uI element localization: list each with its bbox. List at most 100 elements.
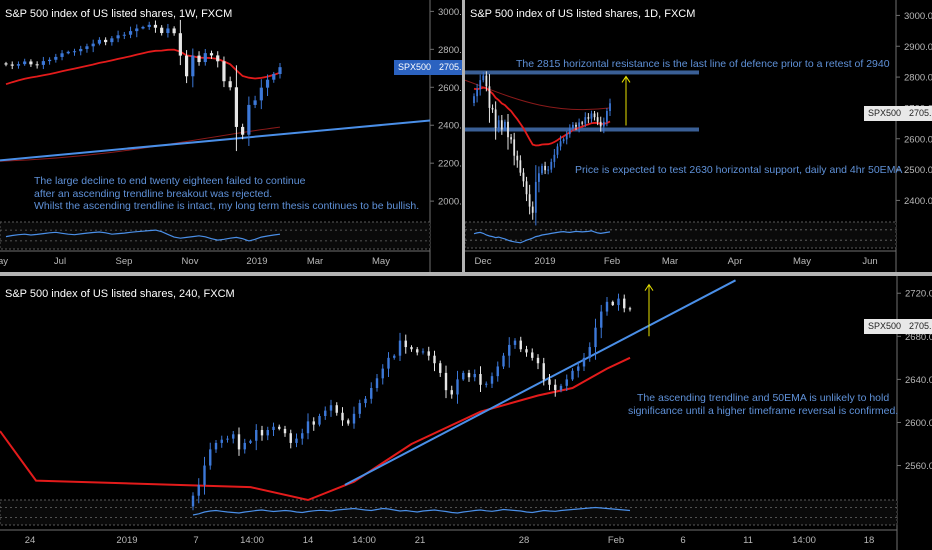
daily-resistance-annotation: The 2815 horizontal resistance is the la… <box>516 58 890 70</box>
candle-body <box>85 46 89 49</box>
rsi-line <box>473 230 611 244</box>
x-tick-label: 7 <box>193 535 198 546</box>
candle-body <box>497 120 500 128</box>
candle-body <box>611 301 614 306</box>
h4-chart-canvas[interactable]: 2560.0 2600.0 2640.0 2680.0 2720.0 24 2019 7 14:… <box>0 276 932 550</box>
candle-body <box>410 347 413 350</box>
candle-body <box>153 24 158 28</box>
x-tick-label: 14:00 <box>792 535 816 546</box>
candle-body <box>352 413 356 424</box>
candle-body <box>421 351 425 353</box>
candle-body <box>249 440 252 443</box>
candle-body <box>266 430 269 436</box>
candle-body <box>593 113 596 118</box>
candle-body <box>450 390 453 395</box>
x-tick-label: 14:00 <box>240 535 264 546</box>
x-tick-label: Jun <box>862 256 877 267</box>
candle-body <box>462 372 465 380</box>
weekly-annotation-line: Whilst the ascending trendline is intact… <box>34 200 420 212</box>
y-tick-label: 2600.0 <box>438 83 462 94</box>
candle-body <box>35 64 39 66</box>
daily-chart-canvas[interactable]: 2400.02500.02600.02700.02800.02900.03000… <box>465 0 932 272</box>
x-tick-label: 24 <box>25 535 36 546</box>
candle-body <box>587 117 590 119</box>
candle-body <box>272 74 276 80</box>
horizontal-level-band <box>465 70 699 75</box>
y-tick-label: 2000.0 <box>438 197 462 208</box>
candle-body <box>528 194 531 207</box>
panel-divider-horizontal[interactable] <box>0 272 932 276</box>
candle-body <box>542 363 545 380</box>
h4-chart-panel[interactable]: 2560.0 2600.0 2640.0 2680.0 2720.0 24 2019 7 14:… <box>0 276 932 550</box>
candle-body <box>536 357 540 364</box>
candle-body <box>387 357 390 369</box>
candle-body <box>347 420 350 424</box>
x-tick-label: Apr <box>728 256 743 267</box>
y-tick-label: 2200.0 <box>438 159 462 170</box>
h4-chart-title: S&P 500 index of US listed shares, 240, … <box>5 288 235 300</box>
candle-body <box>370 388 373 399</box>
candle-body <box>237 434 241 450</box>
x-tick-label: Dec <box>475 256 492 267</box>
candle-body <box>393 355 396 358</box>
candle-body <box>247 104 251 135</box>
x-tick-label: Jul <box>54 256 66 267</box>
candle-body <box>116 35 120 39</box>
daily-chart-panel[interactable]: 2400.02500.02600.02700.02800.02900.03000… <box>465 0 932 272</box>
candle-body <box>473 374 476 378</box>
candle-body <box>439 363 442 373</box>
candle-body <box>502 355 505 367</box>
ascending-trendline <box>0 119 431 162</box>
candle-body <box>358 403 361 414</box>
daily-price-tag-symbol: SPX500 <box>864 106 906 121</box>
candle-body <box>600 311 603 328</box>
x-tick-label: 2019 <box>116 535 137 546</box>
candle-body <box>147 24 151 27</box>
candle-body <box>381 368 384 379</box>
candle-body <box>364 398 367 404</box>
weekly-chart-canvas[interactable]: 2000.0 2200.0 2400.0 2600.0 2800.0 3000.0 ay Ju… <box>0 0 462 272</box>
weekly-chart-title: S&P 500 index of US listed shares, 1W, F… <box>5 8 233 20</box>
candle-body <box>160 27 164 34</box>
candle-body <box>479 374 482 385</box>
candle-body <box>548 379 551 385</box>
candle-body <box>97 39 102 44</box>
ema-50-line <box>0 356 631 502</box>
weekly-price-tag-symbol: SPX500 <box>394 60 436 75</box>
panel-divider-vertical[interactable] <box>462 0 465 272</box>
candle-body <box>496 366 499 377</box>
candle-body <box>602 121 605 127</box>
candle-body <box>550 161 553 170</box>
candle-body <box>228 81 232 88</box>
candle-body <box>519 340 522 350</box>
candle-body <box>197 484 200 496</box>
candle-body <box>488 86 491 108</box>
x-tick-label: May <box>372 256 390 267</box>
candle-body <box>110 38 114 43</box>
candle-body <box>568 128 571 135</box>
rsi-pane <box>0 499 898 526</box>
weekly-chart-panel[interactable]: 2000.0 2200.0 2400.0 2600.0 2800.0 3000.0 ay Ju… <box>0 0 462 272</box>
candle-body <box>283 428 287 434</box>
candle-body <box>581 122 584 124</box>
y-tick-label: 2800.0 <box>904 73 932 84</box>
candle-body <box>599 121 602 127</box>
x-tick-label: 2019 <box>534 256 555 267</box>
candle-body <box>594 327 597 348</box>
candle-body <box>507 121 509 138</box>
candle-body <box>577 366 580 371</box>
candle-body <box>525 181 528 195</box>
candle-body <box>222 61 226 82</box>
candle-body <box>525 349 528 353</box>
candle-body <box>538 173 540 182</box>
ema-50-line <box>473 86 611 147</box>
candle-body <box>575 124 577 127</box>
candle-body <box>467 372 471 378</box>
candle-body <box>565 134 568 140</box>
candle-body <box>4 63 8 65</box>
candle-body <box>79 48 83 52</box>
candle-body <box>172 28 176 34</box>
rsi-pane <box>0 221 431 250</box>
y-tick-label: 2900.0 <box>904 42 932 53</box>
candle-body <box>476 89 478 97</box>
